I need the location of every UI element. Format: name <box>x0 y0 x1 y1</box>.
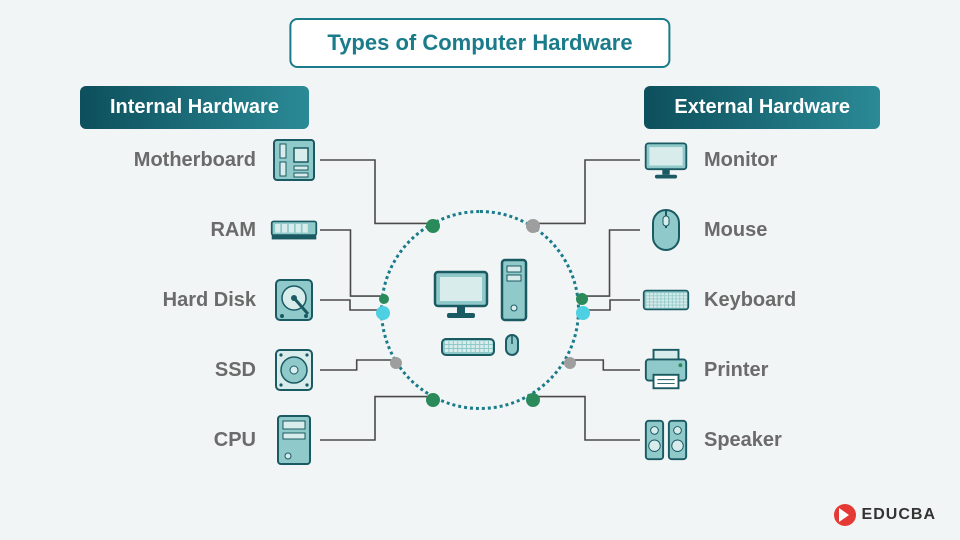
central-hub <box>380 210 580 410</box>
right-item-label: Keyboard <box>704 289 796 312</box>
monitor-icon <box>642 136 690 184</box>
subtitle-external: External Hardware <box>644 86 880 129</box>
brand-logo: EDUCBA <box>834 504 936 526</box>
left-item-label: Motherboard <box>134 149 256 172</box>
ring-dot <box>576 293 588 305</box>
ring-dot <box>426 393 440 407</box>
right-item-row: Speaker <box>642 416 960 464</box>
motherboard-icon <box>270 136 318 184</box>
logo-text: EDUCBA <box>862 506 936 524</box>
left-item-label: CPU <box>214 429 256 452</box>
left-item-label: Hard Disk <box>163 289 256 312</box>
subtitle-internal-label: Internal Hardware <box>110 96 279 118</box>
left-item-label: RAM <box>210 219 256 242</box>
ram-icon <box>270 206 318 254</box>
cpu-icon <box>270 416 318 464</box>
right-item-label: Mouse <box>704 219 767 242</box>
ring-dot <box>526 393 540 407</box>
left-item-row: Hard Disk <box>0 276 318 324</box>
ring-dot <box>426 219 440 233</box>
ring-dot <box>576 306 590 320</box>
ring-dot <box>526 219 540 233</box>
ring-dot <box>564 357 576 369</box>
printer-icon <box>642 346 690 394</box>
mouse-small-icon <box>504 333 520 362</box>
right-item-label: Speaker <box>704 429 782 452</box>
hub-center <box>383 213 577 407</box>
logo-mark-icon <box>834 504 856 526</box>
ring-dot <box>390 357 402 369</box>
ring-dot <box>376 306 390 320</box>
right-item-row: Printer <box>642 346 960 394</box>
left-item-row: Motherboard <box>0 136 318 184</box>
left-item-row: CPU <box>0 416 318 464</box>
page-title: Types of Computer Hardware <box>327 30 632 55</box>
subtitle-internal: Internal Hardware <box>80 86 309 129</box>
right-item-row: Monitor <box>642 136 960 184</box>
hub-ring <box>380 210 580 410</box>
mouse-icon <box>642 206 690 254</box>
right-item-label: Printer <box>704 359 768 382</box>
harddisk-icon <box>270 276 318 324</box>
keyboard-icon <box>642 276 690 324</box>
left-item-row: SSD <box>0 346 318 394</box>
right-item-row: Mouse <box>642 206 960 254</box>
subtitle-external-label: External Hardware <box>674 96 850 118</box>
ssd-icon <box>270 346 318 394</box>
tower-icon <box>499 258 529 327</box>
page-title-box: Types of Computer Hardware <box>289 18 670 68</box>
keyboard-small-icon <box>440 337 496 362</box>
left-item-row: RAM <box>0 206 318 254</box>
right-item-row: Keyboard <box>642 276 960 324</box>
right-item-label: Monitor <box>704 149 777 172</box>
left-item-label: SSD <box>215 359 256 382</box>
speaker-icon <box>642 416 690 464</box>
monitor-icon <box>431 268 491 327</box>
ring-dot <box>379 294 389 304</box>
